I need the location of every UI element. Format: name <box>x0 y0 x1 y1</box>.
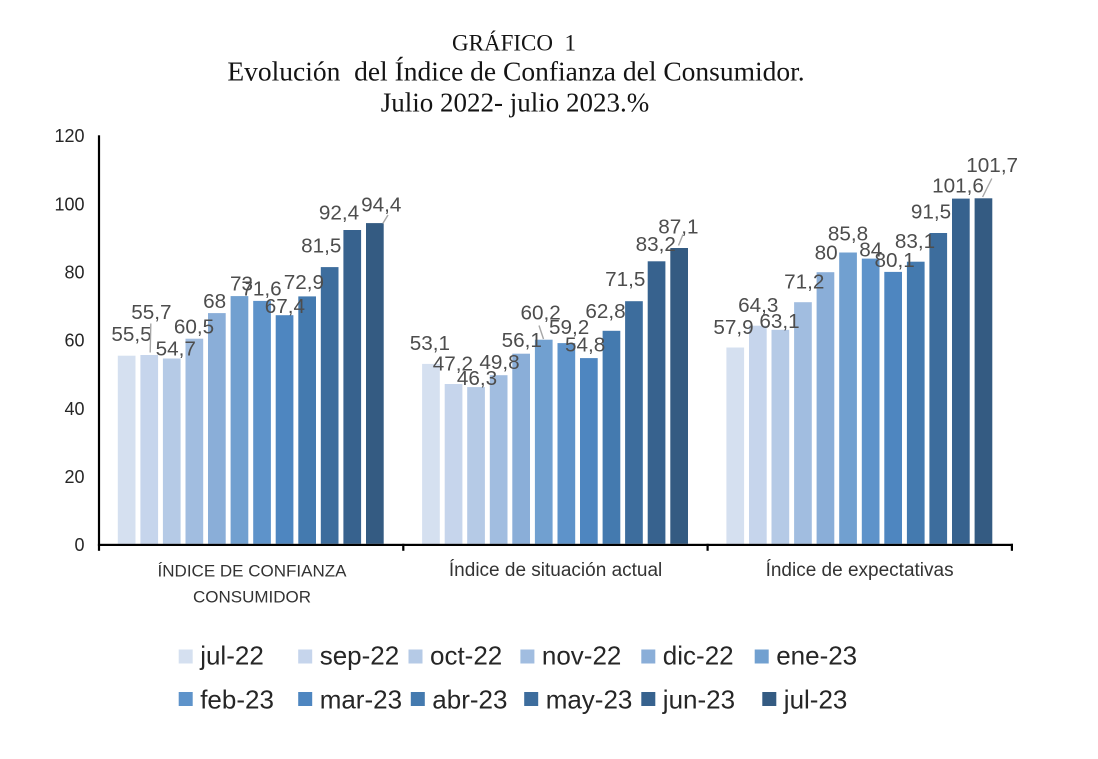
svg-text:Julio 2022- julio 2023.%: Julio 2022- julio 2023.% <box>381 87 650 117</box>
svg-text:feb-23: feb-23 <box>200 685 274 715</box>
svg-text:87,1: 87,1 <box>658 216 698 239</box>
svg-text:81,5: 81,5 <box>301 235 341 258</box>
svg-text:ÍNDICE DE CONFIANZA: ÍNDICE DE CONFIANZA <box>158 561 348 580</box>
svg-text:68: 68 <box>203 290 226 313</box>
svg-text:54,7: 54,7 <box>156 337 196 360</box>
svg-text:CONSUMIDOR: CONSUMIDOR <box>193 588 311 607</box>
svg-text:49,8: 49,8 <box>479 351 519 374</box>
svg-text:55,5: 55,5 <box>111 323 151 346</box>
svg-text:83,2: 83,2 <box>636 233 676 256</box>
svg-text:may-23: may-23 <box>546 685 633 715</box>
svg-text:40: 40 <box>64 399 84 419</box>
svg-text:120: 120 <box>54 126 84 146</box>
svg-text:71,6: 71,6 <box>241 277 281 300</box>
svg-text:nov-22: nov-22 <box>542 640 622 670</box>
svg-text:80: 80 <box>64 263 84 283</box>
svg-text:60: 60 <box>64 331 84 351</box>
svg-text:Índice de situación actual: Índice de situación actual <box>449 560 662 581</box>
svg-text:101,7: 101,7 <box>966 154 1018 177</box>
svg-text:47,2: 47,2 <box>433 353 473 376</box>
svg-text:84: 84 <box>859 239 882 262</box>
svg-text:46,3: 46,3 <box>457 367 497 390</box>
svg-text:60,2: 60,2 <box>520 302 560 325</box>
svg-text:80,1: 80,1 <box>874 249 914 272</box>
svg-text:63,1: 63,1 <box>759 310 799 333</box>
svg-text:60,5: 60,5 <box>174 315 214 338</box>
svg-text:ene-23: ene-23 <box>776 640 857 670</box>
svg-text:57,9: 57,9 <box>713 316 753 339</box>
svg-text:64,3: 64,3 <box>738 294 778 317</box>
svg-text:20: 20 <box>64 467 84 487</box>
svg-text:71,5: 71,5 <box>605 268 645 291</box>
svg-text:dic-22: dic-22 <box>663 640 734 670</box>
svg-text:jun-23: jun-23 <box>662 685 735 715</box>
svg-text:sep-22: sep-22 <box>320 640 400 670</box>
svg-text:53,1: 53,1 <box>410 332 450 355</box>
svg-text:oct-22: oct-22 <box>430 640 502 670</box>
svg-text:55,7: 55,7 <box>131 301 171 324</box>
svg-text:jul-22: jul-22 <box>199 640 264 670</box>
svg-text:83,1: 83,1 <box>895 230 935 253</box>
svg-text:54,8: 54,8 <box>565 334 605 357</box>
svg-text:59,2: 59,2 <box>549 316 589 339</box>
svg-text:abr-23: abr-23 <box>432 685 507 715</box>
svg-text:92,4: 92,4 <box>319 202 359 225</box>
svg-text:0: 0 <box>74 535 84 555</box>
svg-text:72,9: 72,9 <box>284 271 324 294</box>
svg-text:62,8: 62,8 <box>585 300 625 323</box>
svg-text:71,2: 71,2 <box>784 271 824 294</box>
svg-text:Índice de expectativas: Índice de expectativas <box>766 560 954 581</box>
svg-text:100: 100 <box>54 194 84 214</box>
svg-text:91,5: 91,5 <box>911 201 951 224</box>
svg-text:73: 73 <box>230 273 253 296</box>
svg-text:67,4: 67,4 <box>265 295 305 318</box>
svg-text:85,8: 85,8 <box>828 223 868 246</box>
svg-text:Evolución del Índice de Confi: Evolución del Índice de Confianza del Co… <box>227 56 804 87</box>
svg-text:mar-23: mar-23 <box>320 685 402 715</box>
svg-text:80: 80 <box>815 242 838 265</box>
svg-text:94,4: 94,4 <box>361 194 401 217</box>
svg-text:GRÁFICO 1: GRÁFICO 1 <box>452 31 576 56</box>
svg-text:101,6: 101,6 <box>932 175 984 198</box>
svg-text:jul-23: jul-23 <box>783 685 848 715</box>
svg-text:56,1: 56,1 <box>502 329 542 352</box>
